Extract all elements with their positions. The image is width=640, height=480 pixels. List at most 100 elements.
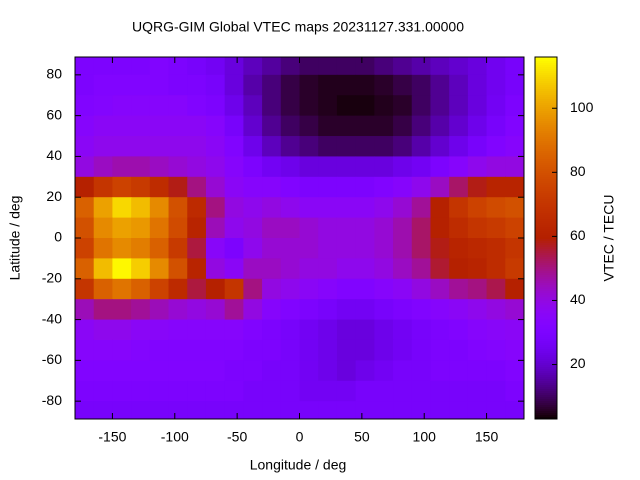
- heat-cell: [224, 57, 244, 76]
- heat-cell: [75, 360, 95, 382]
- heat-cell: [374, 176, 394, 198]
- heat-cell: [411, 156, 431, 178]
- heat-cell: [149, 339, 170, 361]
- heat-cell: [112, 238, 132, 259]
- colorbar-swatch: [535, 263, 557, 266]
- heat-cell: [168, 401, 188, 419]
- heat-cell: [93, 360, 113, 382]
- colorbar-swatch: [535, 391, 557, 394]
- heat-cell: [505, 380, 524, 402]
- heat-cell: [187, 136, 207, 157]
- heat-cell: [374, 217, 394, 239]
- heat-cell: [112, 74, 132, 96]
- heat-cell: [486, 197, 506, 219]
- heat-cell: [486, 278, 506, 300]
- heat-cell: [411, 217, 431, 239]
- heat-cell: [430, 238, 450, 259]
- heat-cell: [355, 176, 375, 198]
- heat-cell: [393, 299, 413, 321]
- colorbar-swatch: [535, 255, 557, 258]
- heat-cell: [505, 74, 524, 96]
- colorbar-swatch: [535, 123, 557, 126]
- colorbar-swatch: [535, 159, 557, 162]
- colorbar-swatch: [535, 375, 557, 378]
- heat-cell: [262, 360, 282, 382]
- colorbar-swatch: [535, 85, 557, 88]
- colorbar-swatch: [535, 337, 557, 340]
- heat-cell: [224, 156, 244, 178]
- colorbar-swatch: [535, 403, 557, 406]
- chart-title: UQRG-GIM Global VTEC maps 20231127.331.0…: [132, 19, 464, 35]
- colorbar-swatch: [535, 141, 557, 144]
- heat-cell: [374, 319, 394, 341]
- x-tick-label: 50: [354, 429, 370, 445]
- y-tick-label: 60: [46, 106, 62, 122]
- colorbar-tick-label: 80: [570, 163, 586, 179]
- colorbar-swatch: [535, 119, 557, 122]
- heat-cell: [112, 197, 132, 219]
- heat-cell: [486, 156, 506, 178]
- colorbar-swatch: [535, 341, 557, 344]
- heat-cell: [430, 401, 450, 419]
- colorbar-swatch: [535, 373, 557, 376]
- heat-cell: [374, 115, 394, 137]
- heat-cell: [112, 217, 132, 239]
- heat-cell: [393, 74, 413, 96]
- heat-cell: [486, 136, 506, 157]
- heat-cell: [112, 258, 132, 280]
- heat-cell: [430, 380, 450, 402]
- colorbar-swatch: [535, 221, 557, 224]
- heat-cell: [505, 360, 524, 382]
- heat-cell: [467, 258, 488, 280]
- heat-cell: [355, 401, 375, 419]
- heat-cell: [430, 217, 450, 239]
- heat-cell: [243, 74, 263, 96]
- heat-cell: [393, 136, 413, 157]
- heat-cell: [374, 278, 394, 300]
- heat-cell: [336, 197, 357, 219]
- colorbar-swatch: [535, 297, 557, 300]
- colorbar-swatch: [535, 151, 557, 154]
- heat-cell: [93, 156, 113, 178]
- heat-cell: [299, 74, 319, 96]
- colorbar: [535, 57, 557, 420]
- heat-cell: [505, 319, 524, 341]
- heat-cell: [449, 339, 469, 361]
- heat-cell: [187, 339, 207, 361]
- heat-cell: [187, 95, 207, 117]
- heat-cell: [243, 299, 263, 321]
- heat-cell: [299, 176, 319, 198]
- heat-cell: [243, 360, 263, 382]
- heat-cell: [336, 319, 357, 341]
- heat-cell: [336, 156, 357, 178]
- colorbar-swatch: [535, 227, 557, 230]
- colorbar-swatch: [535, 219, 557, 222]
- heat-cell: [149, 136, 170, 157]
- heat-cell: [93, 95, 113, 117]
- heat-cell: [75, 299, 95, 321]
- heat-cell: [75, 238, 95, 259]
- heat-cell: [355, 74, 375, 96]
- heat-cell: [505, 278, 524, 300]
- heat-cell: [280, 380, 300, 402]
- heat-cell: [187, 74, 207, 96]
- y-tick-label: -80: [42, 392, 62, 408]
- colorbar-swatch: [535, 271, 557, 274]
- heat-cell: [430, 299, 450, 321]
- heat-cell: [75, 217, 95, 239]
- heat-cell: [299, 401, 319, 419]
- heat-cell: [131, 319, 151, 341]
- colorbar-swatch: [535, 105, 557, 108]
- heat-cell: [187, 299, 207, 321]
- colorbar-swatch: [535, 203, 557, 206]
- heat-cell: [374, 339, 394, 361]
- heat-cell: [486, 74, 506, 96]
- heat-cell: [93, 380, 113, 402]
- heat-cell: [449, 74, 469, 96]
- colorbar-swatch: [535, 393, 557, 396]
- heat-cell: [411, 319, 431, 341]
- heat-cell: [262, 401, 282, 419]
- heat-cell: [318, 380, 338, 402]
- colorbar-swatch: [535, 107, 557, 110]
- y-axis-label: Latitude / deg: [7, 196, 23, 281]
